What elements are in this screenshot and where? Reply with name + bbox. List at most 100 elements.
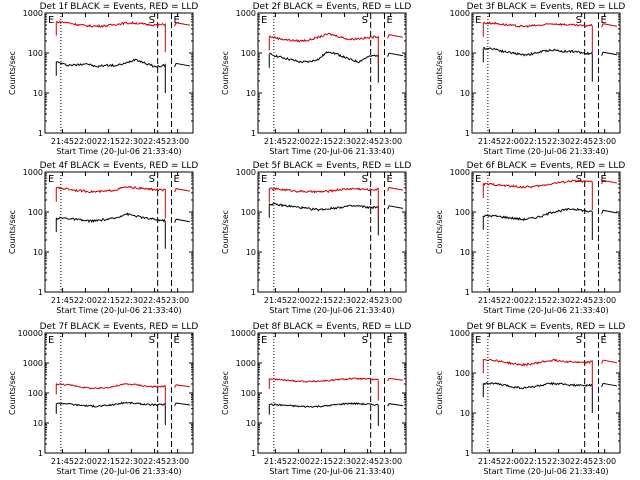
series-tail	[387, 205, 404, 210]
series-tail	[174, 402, 190, 406]
plot-frame	[44, 12, 194, 134]
y-tick-label: 1	[251, 449, 256, 458]
series-tail	[601, 179, 618, 185]
series-tail	[601, 209, 618, 215]
event-marker-label: S	[149, 335, 155, 346]
y-tick-label: 1000	[23, 9, 43, 18]
y-tick-label: 1	[251, 288, 256, 297]
x-tick-label: 22:15	[310, 457, 333, 466]
y-tick-label: 10	[460, 409, 470, 418]
y-tick-label: 10	[33, 248, 43, 257]
y-tick-label: 1	[465, 129, 470, 138]
y-tick-label: 10	[246, 248, 256, 257]
series-tail	[387, 377, 403, 382]
series-line	[482, 381, 593, 413]
event-marker-label: S	[576, 15, 582, 26]
y-tick-label: 10	[246, 89, 256, 98]
y-tick-label: 100	[28, 389, 43, 398]
series-tail	[174, 62, 191, 68]
x-tick-label: 22:00	[287, 457, 310, 466]
x-tick-label: 21:45	[478, 296, 501, 305]
x-tick-label: 22:45	[356, 137, 379, 146]
event-marker-label: S	[149, 15, 155, 26]
y-axis-label: Counts/sec	[221, 51, 230, 95]
plot-frame	[257, 12, 407, 134]
y-tick-label: 1	[465, 449, 470, 458]
y-axis-label: Counts/sec	[435, 51, 444, 95]
series-line	[483, 207, 593, 240]
series-tail	[387, 52, 404, 57]
y-tick-label: 10	[33, 419, 43, 428]
event-marker-label: E	[173, 15, 179, 26]
event-marker-label: E	[600, 15, 606, 26]
event-marker-label: E	[48, 174, 54, 185]
y-axis-label: Counts/sec	[435, 371, 444, 415]
x-tick-label: 22:45	[143, 296, 166, 305]
series-tail	[174, 188, 191, 193]
x-tick-label: 23:00	[166, 457, 189, 466]
y-tick-label: 10	[460, 89, 470, 98]
x-axis-label: Start Time (20-Jul-06 21:33:40)	[269, 147, 394, 156]
x-tick-label: 22:45	[356, 457, 379, 466]
x-tick-label: 22:30	[547, 457, 570, 466]
chart-panel: Det 9f BLACK = Events, RED = LLD 1 10 100 10…	[435, 322, 625, 476]
chart-title: Det 8f BLACK = Events, RED = LLD	[253, 322, 412, 332]
chart-title: Det 7f BLACK = Events, RED = LLD	[40, 322, 199, 332]
x-tick-label: 22:30	[120, 457, 143, 466]
series-tail	[387, 34, 404, 39]
y-tick-label: 100	[28, 49, 43, 58]
series-line	[55, 212, 166, 249]
x-tick-label: 22:15	[524, 137, 547, 146]
event-marker-label: E	[386, 15, 392, 26]
x-tick-label: 22:45	[143, 137, 166, 146]
x-tick-label: 22:30	[547, 296, 570, 305]
x-axis-label: Start Time (20-Jul-06 21:33:40)	[483, 147, 608, 156]
chart-title: Det 6f BLACK = Events, RED = LLD	[467, 161, 626, 171]
plot-frame	[471, 171, 621, 293]
y-tick-label: 100	[241, 389, 256, 398]
y-tick-label: 1	[465, 288, 470, 297]
event-marker-label: E	[261, 174, 267, 185]
x-axis-label: Start Time (20-Jul-06 21:33:40)	[483, 467, 608, 476]
series-line	[483, 358, 593, 390]
y-tick-label: 1	[38, 288, 43, 297]
event-marker-label: E	[600, 335, 606, 346]
chart-title: Det 4f BLACK = Events, RED = LLD	[40, 161, 199, 171]
series-line	[56, 401, 166, 426]
series-line	[482, 179, 593, 210]
series-line	[268, 202, 379, 236]
x-tick-label: 22:15	[97, 137, 120, 146]
event-marker-label: E	[475, 174, 481, 185]
series-line	[269, 51, 379, 83]
x-tick-label: 23:00	[379, 137, 402, 146]
series-tail	[601, 359, 618, 364]
x-tick-label: 22:00	[287, 137, 310, 146]
chart-title: Det 1f BLACK = Events, RED = LLD	[40, 2, 199, 12]
y-tick-label: 1000	[450, 9, 470, 18]
x-tick-label: 23:00	[593, 457, 616, 466]
y-tick-label: 100	[455, 208, 470, 217]
x-tick-label: 21:45	[51, 457, 74, 466]
x-tick-label: 22:15	[524, 457, 547, 466]
x-tick-label: 22:30	[120, 137, 143, 146]
y-axis-label: Counts/sec	[221, 371, 230, 415]
event-marker-label: S	[576, 335, 582, 346]
x-tick-label: 23:00	[379, 457, 402, 466]
x-axis-label: Start Time (20-Jul-06 21:33:40)	[56, 467, 181, 476]
event-marker-label: E	[261, 335, 267, 346]
x-tick-label: 21:45	[478, 137, 501, 146]
x-tick-label: 22:00	[287, 296, 310, 305]
x-tick-label: 22:00	[501, 137, 524, 146]
x-tick-label: 22:15	[310, 296, 333, 305]
y-tick-label: 1	[38, 129, 43, 138]
x-tick-label: 23:00	[379, 296, 402, 305]
x-tick-label: 21:45	[264, 457, 287, 466]
y-tick-label: 10000	[18, 329, 43, 338]
x-tick-label: 22:30	[333, 296, 356, 305]
x-tick-label: 22:00	[501, 457, 524, 466]
x-tick-label: 21:45	[51, 137, 74, 146]
x-axis-label: Start Time (20-Jul-06 21:33:40)	[483, 306, 608, 315]
x-tick-label: 22:15	[97, 457, 120, 466]
series-tail	[601, 23, 618, 28]
series-line	[268, 187, 379, 218]
